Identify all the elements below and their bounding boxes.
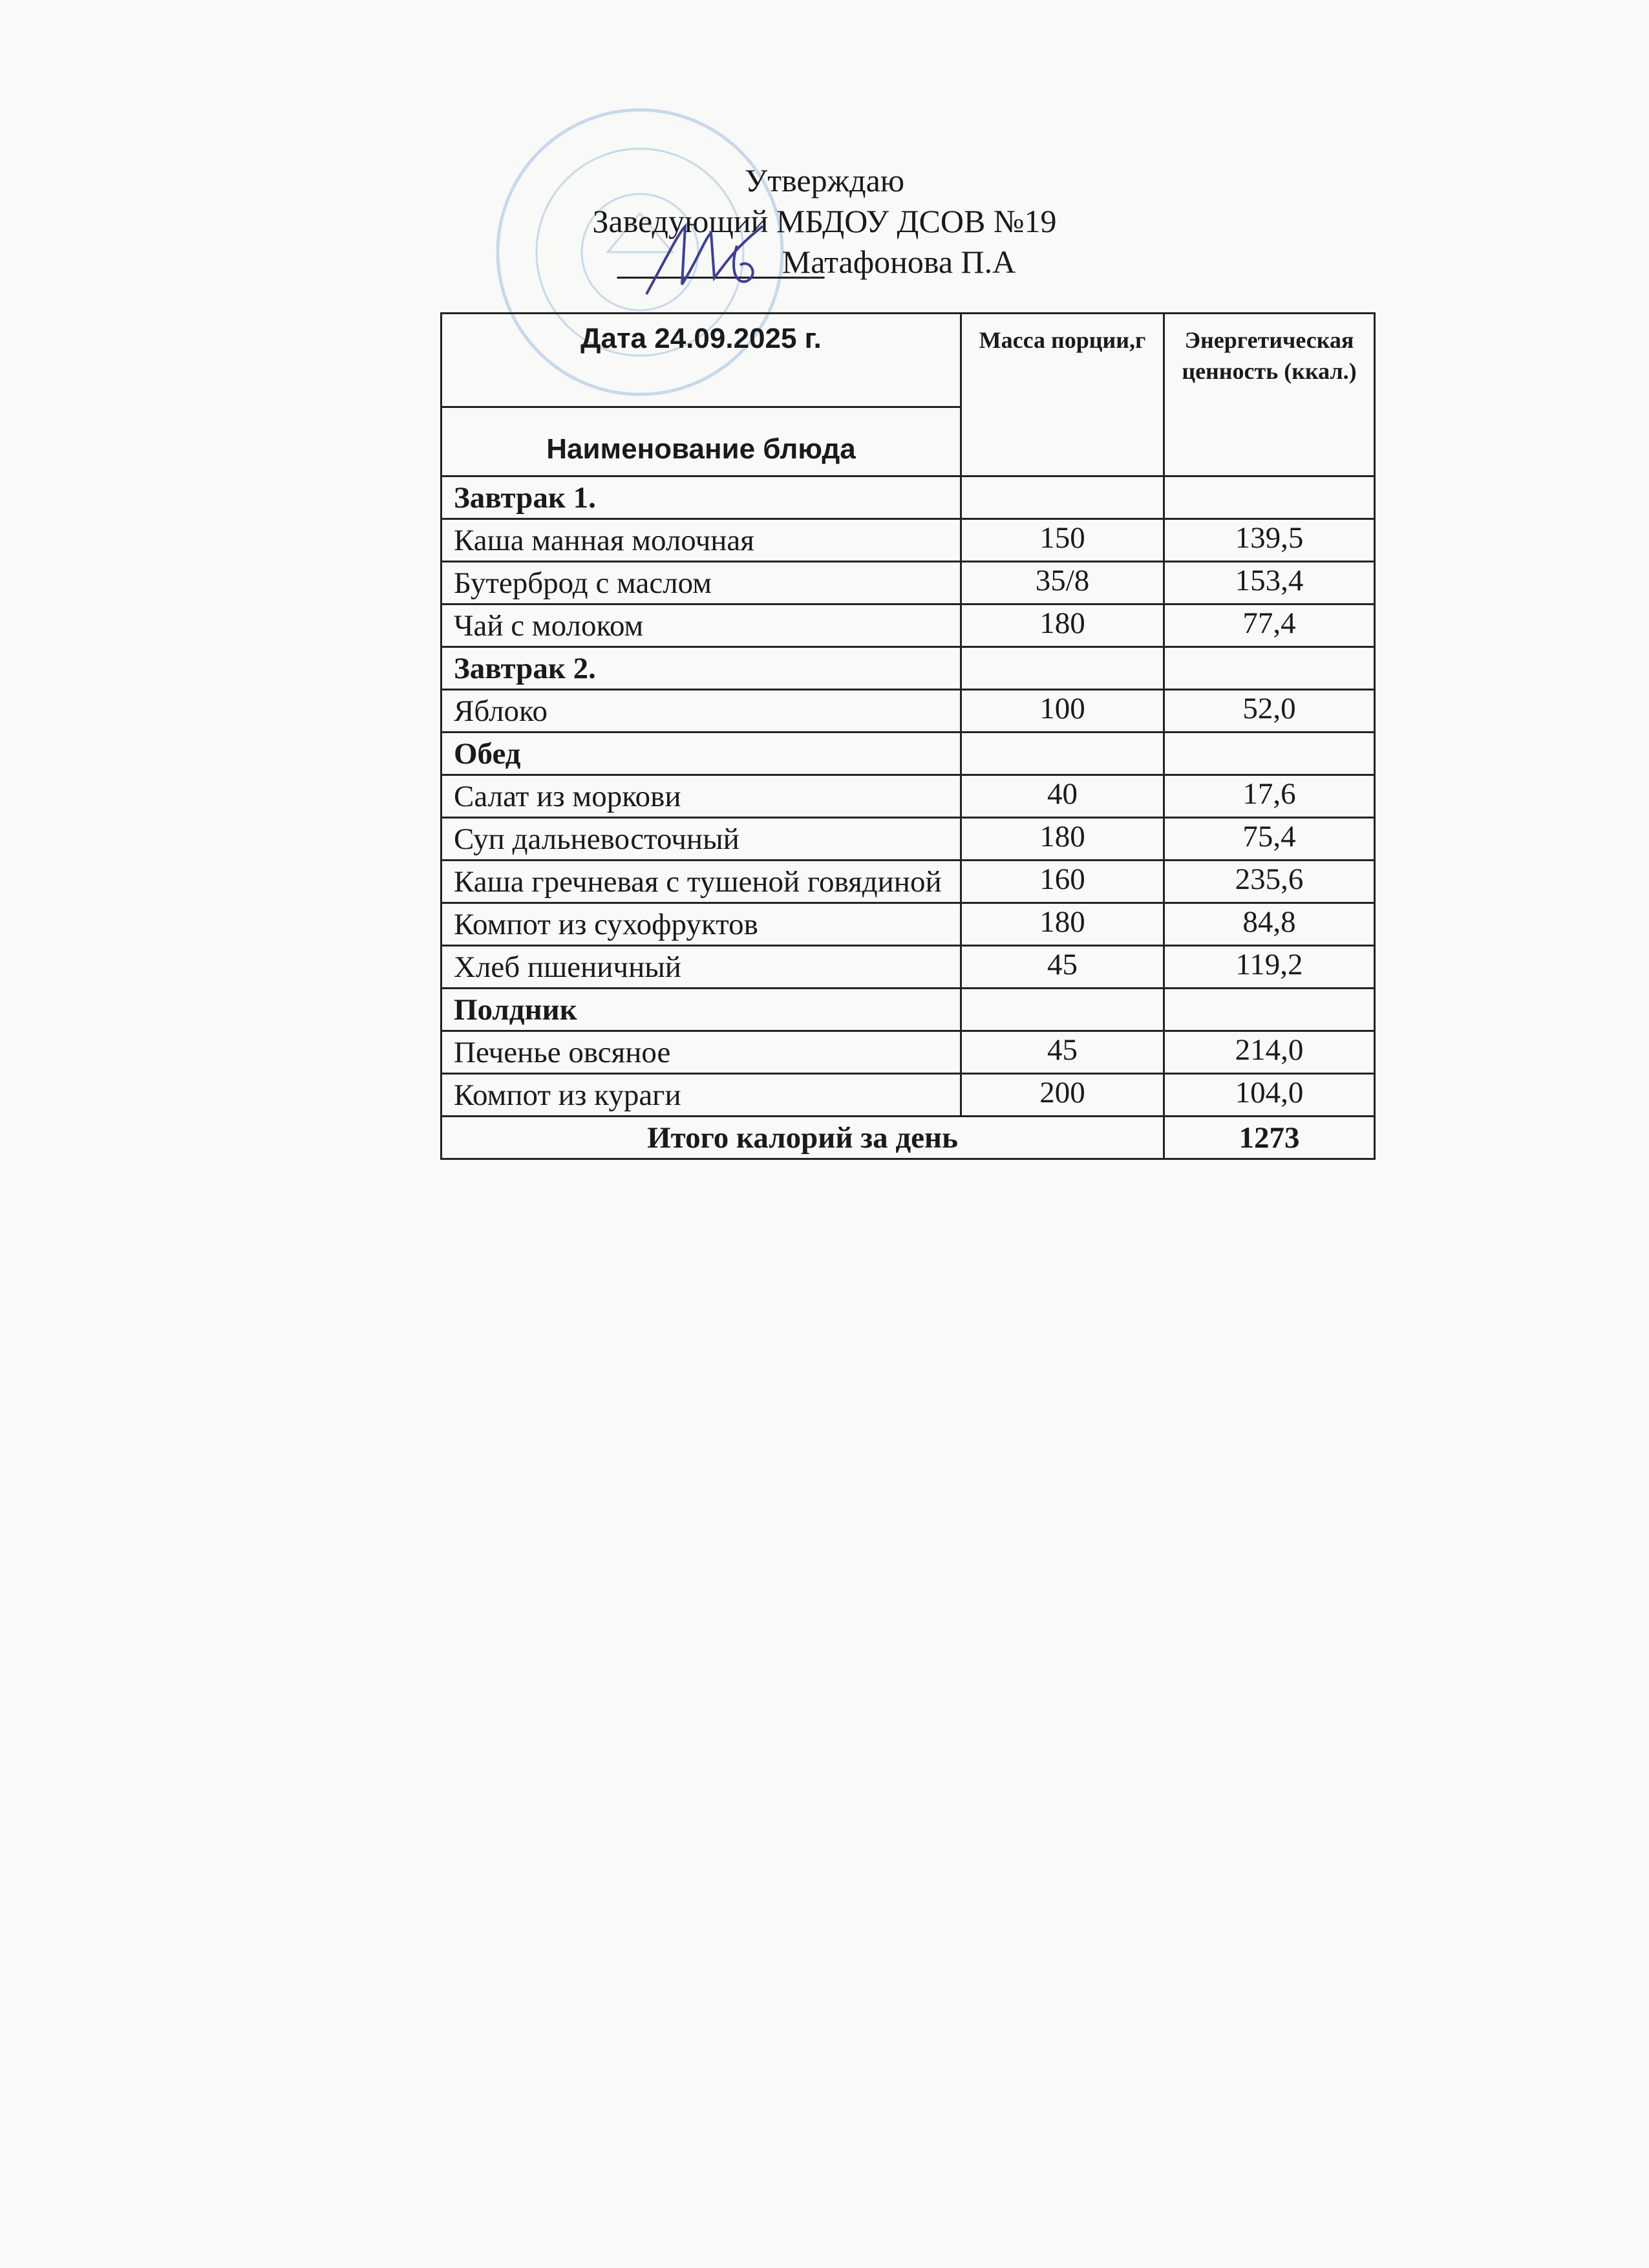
section-row: Завтрак 2. xyxy=(440,646,1376,690)
approval-title: Утверждаю xyxy=(744,162,905,198)
dish-name: Полдник xyxy=(440,987,962,1032)
dish-name: Яблоко xyxy=(440,689,962,733)
dish-row: Хлеб пшеничный 45 119,2 xyxy=(440,945,1376,989)
dish-kcal: 214,0 xyxy=(1163,1030,1376,1075)
dish-name: Компот из сухофруктов xyxy=(440,902,962,947)
section-row: Обед xyxy=(440,731,1376,776)
dish-mass: 100 xyxy=(960,689,1165,733)
dish-kcal: 84,8 xyxy=(1163,902,1376,947)
dish-mass xyxy=(960,987,1165,1032)
dish-mass xyxy=(960,646,1165,690)
dish-mass: 180 xyxy=(960,817,1165,861)
total-label: Итого калорий за день xyxy=(440,1115,1165,1160)
dish-mass xyxy=(960,731,1165,776)
signature xyxy=(645,222,764,295)
dish-kcal: 104,0 xyxy=(1163,1073,1376,1117)
date-header: Дата 24.09.2025 г. xyxy=(440,312,962,408)
dish-mass: 200 xyxy=(960,1073,1165,1117)
dish-kcal xyxy=(1163,987,1376,1032)
approval-position: Заведующий МБДОУ ДСОВ №19 xyxy=(592,203,1057,239)
dish-name: Печенье овсяное xyxy=(440,1030,962,1075)
dish-mass: 45 xyxy=(960,945,1165,989)
dish-mass: 40 xyxy=(960,774,1165,818)
dish-kcal xyxy=(1163,646,1376,690)
section-row: Завтрак 1. xyxy=(440,475,1376,520)
dish-kcal: 153,4 xyxy=(1163,561,1376,605)
dish-name: Чай с молоком xyxy=(440,603,962,648)
dish-row: Чай с молоком 180 77,4 xyxy=(440,603,1376,648)
dish-mass: 160 xyxy=(960,859,1165,904)
dish-mass: 45 xyxy=(960,1030,1165,1075)
dish-kcal: 139,5 xyxy=(1163,518,1376,562)
approval-name: Матафонова П.А xyxy=(782,244,1016,280)
dish-mass: 150 xyxy=(960,518,1165,562)
dish-mass: 35/8 xyxy=(960,561,1165,605)
section-row: Полдник xyxy=(440,987,1376,1032)
dish-mass xyxy=(960,475,1165,520)
dish-kcal: 52,0 xyxy=(1163,689,1376,733)
dish-row: Бутерброд с маслом 35/8 153,4 xyxy=(440,561,1376,605)
dish-mass: 180 xyxy=(960,902,1165,947)
menu-table: Дата 24.09.2025 г. Масса порции,г Энерге… xyxy=(440,312,1376,1160)
dish-name: Бутерброд с маслом xyxy=(440,561,962,605)
dish-row: Салат из моркови 40 17,6 xyxy=(440,774,1376,818)
total-value: 1273 xyxy=(1163,1115,1376,1160)
dish-kcal: 75,4 xyxy=(1163,817,1376,861)
dish-name: Салат из моркови xyxy=(440,774,962,818)
dish-name: Хлеб пшеничный xyxy=(440,945,962,989)
dish-name: Компот из кураги xyxy=(440,1073,962,1117)
dish-kcal: 235,6 xyxy=(1163,859,1376,904)
signature-line: __________ xyxy=(617,237,824,283)
dish-row: Каша гречневая с тушеной говядиной 160 235… xyxy=(440,859,1376,904)
dish-name: Обед xyxy=(440,731,962,776)
dish-kcal: 119,2 xyxy=(1163,945,1376,989)
dish-kcal xyxy=(1163,731,1376,776)
dish-mass: 180 xyxy=(960,603,1165,648)
dish-kcal: 17,6 xyxy=(1163,774,1376,818)
dish-row: Компот из кураги 200 104,0 xyxy=(440,1073,1376,1117)
mass-header: Масса порции,г xyxy=(960,312,1165,477)
dish-kcal: 77,4 xyxy=(1163,603,1376,648)
dish-name: Каша гречневая с тушеной говядиной xyxy=(440,859,962,904)
dish-kcal xyxy=(1163,475,1376,520)
dish-row: Яблоко 100 52,0 xyxy=(440,689,1376,733)
dish-row: Компот из сухофруктов 180 84,8 xyxy=(440,902,1376,947)
dish-name-header: Наименование блюда xyxy=(440,406,962,477)
dish-name: Завтрак 1. xyxy=(440,475,962,520)
dish-name: Суп дальневосточный xyxy=(440,817,962,861)
dish-name: Каша манная молочная xyxy=(440,518,962,562)
dish-row: Печенье овсяное 45 214,0 xyxy=(440,1030,1376,1075)
dish-row: Каша манная молочная 150 139,5 xyxy=(440,518,1376,562)
energy-header: Энергетическая ценность (ккал.) xyxy=(1163,312,1376,477)
dish-row: Суп дальневосточный 180 75,4 xyxy=(440,817,1376,861)
dish-name: Завтрак 2. xyxy=(440,646,962,690)
